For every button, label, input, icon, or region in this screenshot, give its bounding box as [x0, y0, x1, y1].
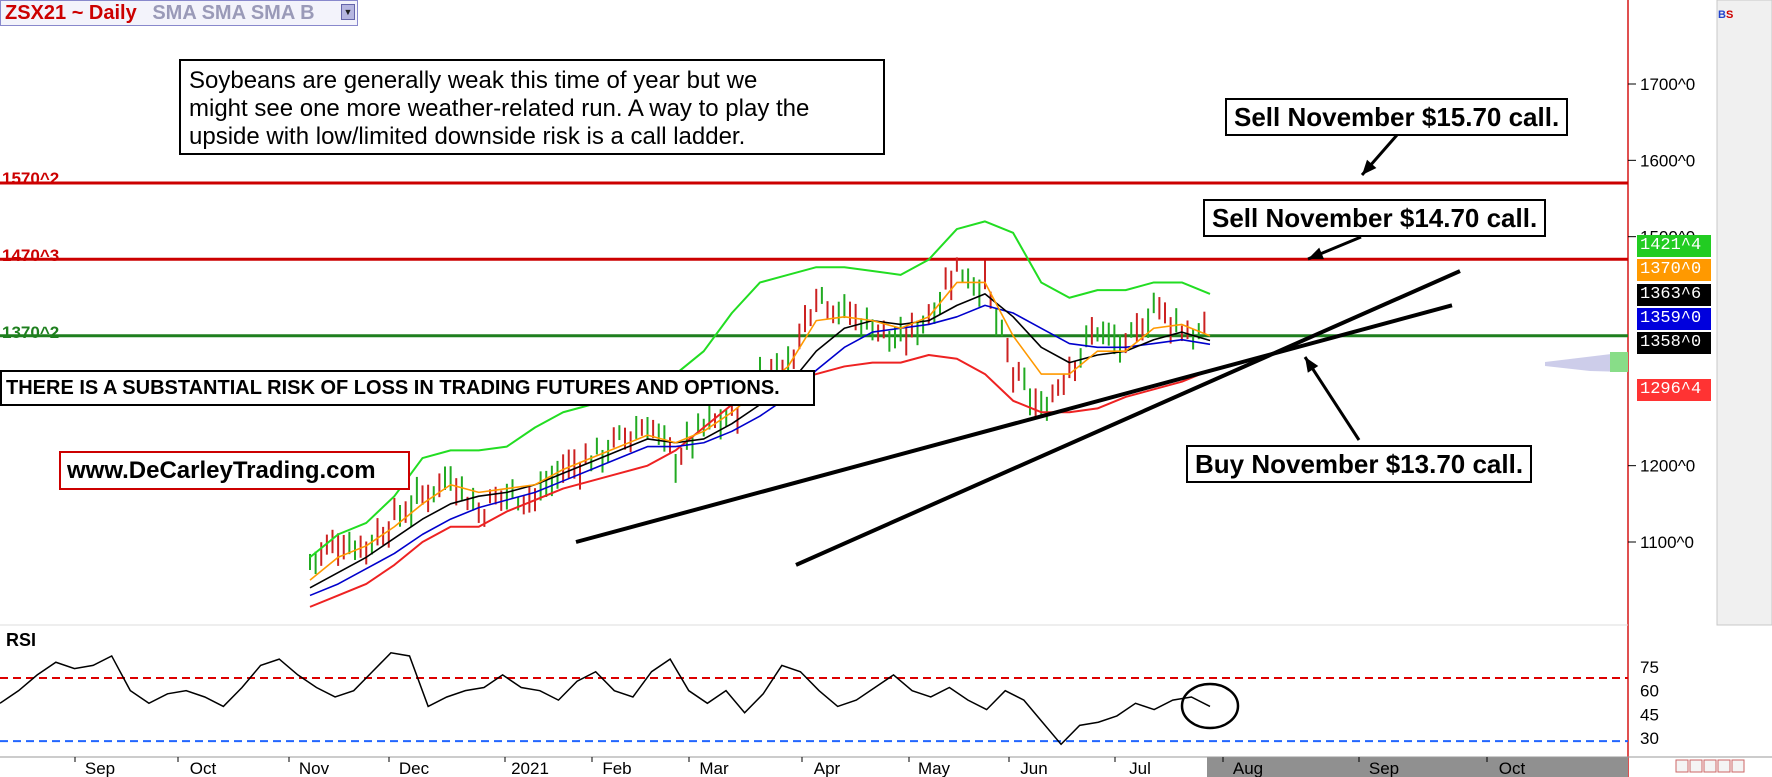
x-tick-label: Dec — [399, 759, 430, 777]
y-tick-label: 1600^0 — [1640, 151, 1695, 170]
x-tick-label: 2021 — [511, 759, 549, 777]
level-label-1470: 1470^3 — [2, 246, 60, 265]
x-tick-label: Oct — [190, 759, 217, 777]
rsi-tick-label: 30 — [1640, 729, 1659, 748]
sell-1470-call-label: Sell November $14.70 call. — [1203, 199, 1547, 237]
indicators-label: SMA SMA SMA B — [152, 2, 315, 24]
arrow-to-1570-head — [1362, 159, 1377, 175]
arrow-to-1370 — [1303, 356, 1361, 441]
nav-button — [1717, 759, 1731, 773]
website-link[interactable]: www.DeCarleyTrading.com — [59, 451, 410, 490]
sma-slow-line — [309, 304, 1211, 597]
arrow-to-1370-head — [1305, 357, 1319, 373]
sell-1570-call-label: Sell November $15.70 call. — [1225, 98, 1569, 136]
volume-profile — [1545, 352, 1628, 372]
y-tick-label: 1700^0 — [1640, 75, 1695, 94]
rsi-tick-label: 60 — [1640, 682, 1659, 701]
trendline-lower — [795, 269, 1461, 567]
chevron-down-icon[interactable]: ▼ — [341, 4, 355, 20]
buy-sell-icon[interactable]: BS — [1718, 9, 1734, 21]
price-tag-sma-slow: 1359^0 — [1637, 308, 1711, 330]
rsi-highlight-circle — [1180, 682, 1240, 730]
volume-profile-highlight — [1610, 352, 1628, 372]
nav-button — [1689, 759, 1703, 773]
price-tag-bb-upper: 1421^4 — [1637, 235, 1711, 257]
trendline-upper — [575, 303, 1453, 544]
price-tag-bb-lower: 1296^4 — [1637, 379, 1711, 401]
rsi-label: RSI — [6, 630, 37, 650]
commentary-note: Soybeans are generally weak this time of… — [179, 59, 885, 155]
bollinger-upper-line — [309, 220, 1211, 559]
nav-button — [1703, 759, 1717, 773]
buy-1370-call-label: Buy November $13.70 call. — [1186, 445, 1533, 483]
rsi-tick-label: 45 — [1640, 705, 1659, 724]
x-tick-label: Jul — [1129, 759, 1151, 777]
risk-disclaimer: THERE IS A SUBSTANTIAL RISK OF LOSS IN T… — [0, 370, 815, 406]
future-period-band — [1207, 757, 1628, 777]
level-label-1370: 1370^2 — [2, 323, 60, 342]
x-tick-label: May — [918, 759, 951, 777]
chart-title-box[interactable]: ZSX21 ~ Daily SMA SMA SMA B ▼ — [0, 0, 358, 26]
y-tick-label: 1100^0 — [1640, 533, 1694, 552]
x-tick-label: Sep — [85, 759, 115, 777]
y-tick-label: 1200^0 — [1640, 457, 1695, 476]
x-tick-label: Jun — [1020, 759, 1047, 777]
x-tick-label: Sep — [1369, 759, 1399, 777]
price-tag-sma-mid: 1358^0 — [1637, 332, 1711, 354]
arrow-to-1470-head — [1308, 247, 1324, 260]
x-tick-label: Aug — [1233, 759, 1263, 777]
x-tick-label: Nov — [299, 759, 330, 777]
rsi-tick-label: 75 — [1640, 658, 1659, 677]
price-tag-sma-fast: 1370^0 — [1637, 259, 1711, 281]
x-tick-label: Feb — [602, 759, 631, 777]
price-tag-last: 1363^6 — [1637, 284, 1711, 306]
axis-scrollbar — [1716, 0, 1772, 626]
rsi-line — [0, 651, 1211, 746]
level-label-1570: 1570^2 — [2, 169, 60, 188]
x-tick-label: Apr — [814, 759, 841, 777]
x-tick-label: Oct — [1499, 759, 1526, 777]
nav-button — [1731, 759, 1745, 773]
symbol-label: ZSX21 ~ Daily — [5, 2, 137, 24]
nav-button — [1675, 759, 1689, 773]
x-tick-label: Mar — [699, 759, 729, 777]
